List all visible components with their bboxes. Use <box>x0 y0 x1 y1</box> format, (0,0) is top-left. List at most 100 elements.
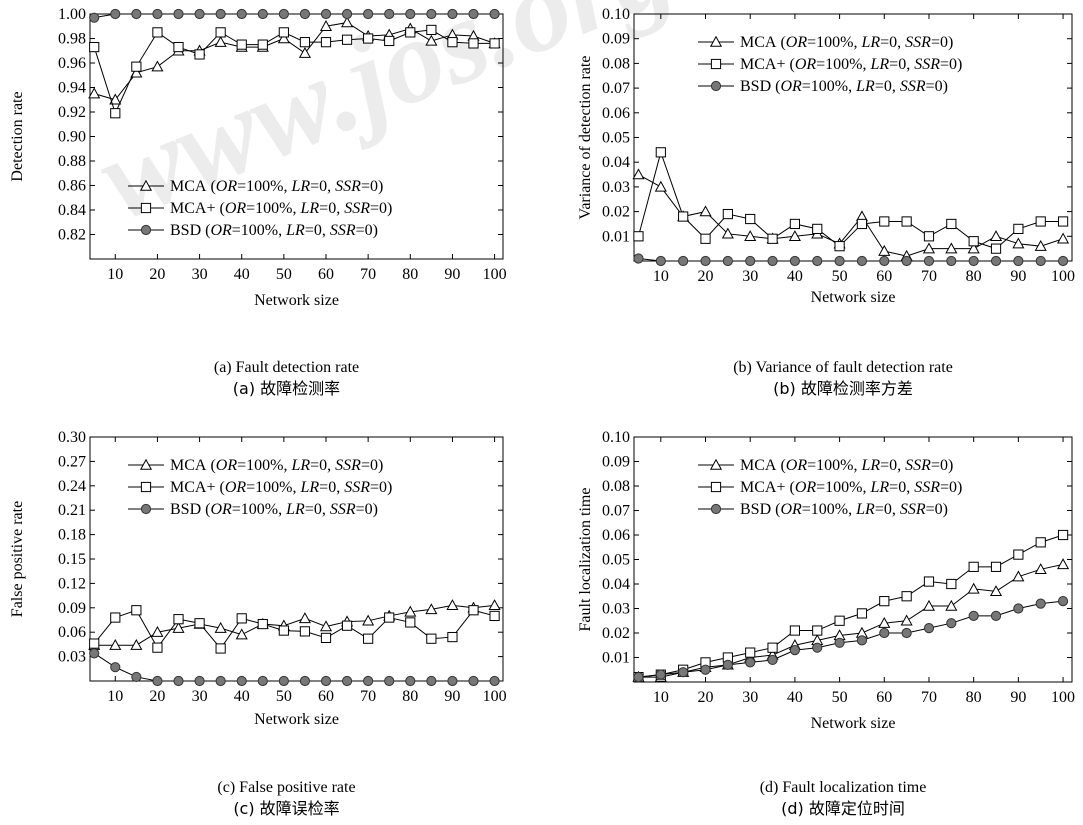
legend-orv: =100%, <box>237 178 291 195</box>
series-bsd <box>633 253 1069 267</box>
x-tick-label: 80 <box>402 266 418 283</box>
legend-lrv: =0, <box>875 78 900 95</box>
legend-open: ( <box>775 78 780 95</box>
x-tick-label: 50 <box>832 689 848 706</box>
legend-lrv: =0, <box>875 501 900 518</box>
data-point <box>700 255 711 267</box>
data-point <box>1057 255 1069 267</box>
data-point <box>812 255 823 267</box>
data-point <box>110 108 121 119</box>
data-point <box>299 675 311 687</box>
y-tick-label: 0.15 <box>58 551 86 568</box>
y-tick-label: 0.94 <box>58 80 86 97</box>
data-point <box>879 216 890 227</box>
data-point <box>468 675 479 687</box>
data-point <box>945 242 958 254</box>
series-mca <box>632 558 1070 682</box>
x-axis-label: Network size <box>811 715 896 732</box>
data-point <box>967 242 980 254</box>
series-bsd <box>89 648 500 687</box>
data-point <box>1012 237 1025 249</box>
data-point <box>131 671 142 683</box>
data-point <box>946 255 957 267</box>
data-point <box>236 39 247 50</box>
y-tick-label: 0.96 <box>58 55 86 72</box>
data-point <box>278 675 289 687</box>
data-point <box>678 255 689 267</box>
x-tick-label: 10 <box>107 688 123 705</box>
data-point <box>901 591 912 602</box>
data-point <box>1012 570 1025 582</box>
data-point <box>1013 603 1024 614</box>
data-point <box>152 8 163 20</box>
data-point <box>426 675 437 687</box>
legend-name: MCA+ <box>170 479 215 496</box>
data-point <box>923 255 935 267</box>
data-point <box>633 672 644 683</box>
data-point <box>257 8 268 20</box>
data-point <box>404 605 417 617</box>
data-point <box>341 34 353 45</box>
y-tick-label: 0.09 <box>602 31 630 48</box>
x-tick-label: 40 <box>234 266 250 283</box>
legend-ssr: SSR <box>344 479 370 496</box>
y-tick-label: 0.09 <box>602 454 630 471</box>
data-point <box>655 669 666 680</box>
legend: MCA (OR=100%, LR=0, SSR=0)MCA+ (OR=100%,… <box>128 178 392 239</box>
x-axis-label: Network size <box>254 711 339 728</box>
data-point <box>173 41 184 53</box>
data-point <box>901 216 912 227</box>
legend-orv: =100%, <box>802 78 856 95</box>
legend-open: ( <box>210 178 215 195</box>
legend-or: OR <box>210 222 232 239</box>
legend-orv: =100%, <box>816 56 870 73</box>
data-point <box>990 243 1002 254</box>
data-point <box>257 39 268 50</box>
series-line <box>638 534 1064 678</box>
data-point <box>341 675 353 687</box>
legend-lrv: =0, <box>880 457 905 474</box>
y-tick-label: 0.06 <box>602 105 630 122</box>
caption-zh: (c) 故障误检率 <box>233 799 339 818</box>
x-tick-label: 40 <box>787 689 803 706</box>
data-point <box>633 253 644 264</box>
legend-entry: BSD (OR=100%, LR=0, SSR=0) <box>740 78 948 95</box>
legend-name: MCA <box>170 457 207 474</box>
data-point <box>767 654 778 666</box>
plot-frame <box>633 13 1073 262</box>
chart-panel-d: 0.01 0.02 0.03 0.04 0.05 0.06 0.07 0.08 0.09 0.10… <box>577 429 1075 818</box>
data-point <box>989 585 1003 597</box>
legend-ssrv: =0) <box>926 501 948 518</box>
data-point <box>744 230 757 241</box>
legend-open: ( <box>789 479 794 496</box>
legend-entry: MCA (OR=100%, LR=0, SSR=0) <box>740 34 953 51</box>
legend-or: OR <box>225 200 247 217</box>
y-tick-label: 0.04 <box>602 154 630 171</box>
x-tick-label: 60 <box>318 266 334 283</box>
x-tick-label: 50 <box>832 268 848 285</box>
data-point <box>789 255 800 267</box>
data-point <box>151 60 164 72</box>
data-point <box>901 255 912 267</box>
data-point <box>879 627 890 639</box>
data-point <box>654 180 667 192</box>
data-point <box>468 38 479 49</box>
y-tick-label: 0.82 <box>58 227 86 244</box>
x-tick-label: 90 <box>1010 268 1026 285</box>
legend-or: OR <box>225 479 247 496</box>
legend-or: OR <box>216 457 238 474</box>
caption-zh: (b) 故障检测率方差 <box>773 379 913 398</box>
data-point <box>655 255 666 267</box>
y-tick-label: 0.01 <box>602 650 630 667</box>
data-point <box>1057 558 1070 570</box>
x-tick-label: 10 <box>107 266 123 283</box>
x-tick-label: 30 <box>192 688 208 705</box>
data-point <box>363 8 374 20</box>
series-mca-plus <box>633 147 1069 254</box>
data-point <box>405 27 416 38</box>
legend-ssr: SSR <box>914 479 940 496</box>
data-point <box>700 233 711 244</box>
legend-or: OR <box>795 479 817 496</box>
legend-marker <box>710 481 722 493</box>
